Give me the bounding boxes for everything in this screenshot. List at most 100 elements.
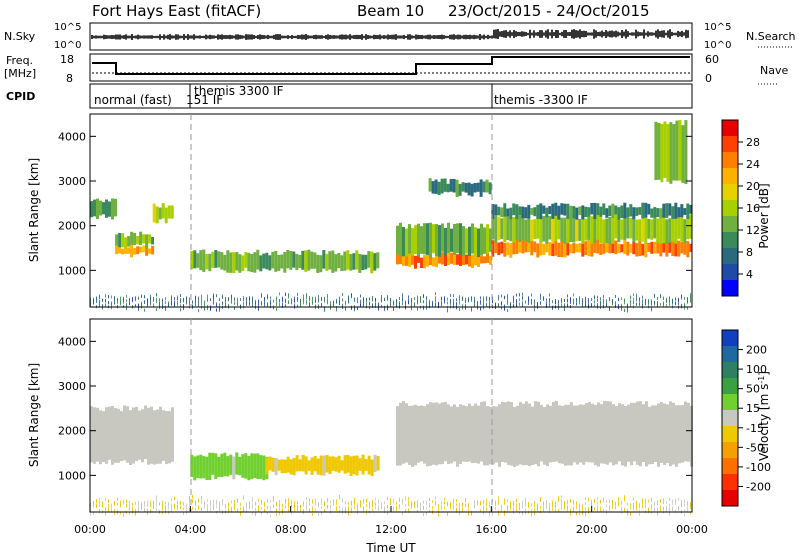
scatter-cell [99, 301, 100, 305]
scatter-cell [202, 249, 206, 272]
scatter-cell [387, 496, 388, 500]
scatter-cell [265, 457, 269, 475]
scatter-cell [144, 504, 145, 508]
scatter-cell [226, 250, 230, 273]
scatter-cell [557, 205, 561, 220]
scatter-cell [605, 218, 609, 243]
frequency-trace [92, 56, 690, 75]
scatter-cell [486, 498, 487, 502]
scatter-cell [378, 307, 379, 311]
scatter-cell [420, 299, 421, 303]
scatter-cell [435, 224, 438, 256]
scatter-cell [186, 506, 187, 510]
scatter-cell [249, 504, 250, 508]
scatter-cell [507, 506, 508, 510]
scatter-cell [376, 252, 380, 269]
scatter-cell [534, 401, 537, 465]
scatter-cell [630, 299, 631, 303]
scatter-cell [564, 303, 565, 307]
scatter-cell [237, 297, 238, 301]
scatter-cell [204, 307, 205, 311]
scatter-cell [549, 298, 550, 302]
scatter-cell [345, 506, 346, 510]
scatter-cell [346, 455, 350, 473]
scatter-cell [129, 410, 132, 465]
scatter-cell [515, 239, 519, 254]
scatter-cell [651, 301, 652, 305]
scatter-cell [537, 303, 538, 307]
scatter-cell [357, 297, 358, 301]
scatter-cell [198, 507, 199, 510]
scatter-cell [654, 405, 657, 462]
scatter-cell [681, 303, 682, 307]
scatter-cell [216, 302, 217, 306]
scatter-cell [621, 502, 622, 506]
scatter-cell [489, 513, 490, 517]
scatter-cell [288, 293, 289, 297]
scatter-cell [609, 401, 612, 463]
scatter-cell [423, 255, 426, 269]
colorbar-swatch [722, 120, 738, 137]
scatter-cell [252, 303, 253, 307]
scatter-cell [111, 198, 114, 220]
scatter-cell [360, 299, 361, 303]
scatter-cell [590, 216, 594, 244]
scatter-cell [636, 293, 637, 297]
scatter-cell [536, 217, 540, 239]
scatter-cell [504, 501, 505, 505]
scatter-cell [174, 506, 175, 510]
scatter-cell [609, 308, 610, 311]
scatter-cell [585, 507, 586, 511]
scatter-cell [252, 511, 253, 515]
scatter-cell [408, 496, 409, 500]
scatter-cell [258, 509, 259, 513]
scatter-cell [623, 238, 627, 255]
scatter-cell [498, 499, 499, 503]
scatter-cell [626, 216, 630, 239]
scatter-cell [396, 225, 399, 255]
scatter-cell [405, 302, 406, 306]
scatter-cell [339, 505, 340, 509]
scatter-cell [587, 238, 591, 257]
scatter-cell [453, 252, 456, 265]
scatter-cell [135, 298, 136, 302]
scatter-cell [192, 300, 193, 304]
scatter-cell [630, 506, 631, 510]
scatter-cell [602, 219, 606, 244]
beam-label: Beam 10 [357, 2, 424, 20]
scatter-cell [671, 240, 675, 256]
scatter-cell [129, 301, 130, 305]
scatter-cell [441, 303, 442, 307]
noise-right-tick-bottom: 10^0 [704, 40, 731, 51]
scatter-cell [201, 294, 202, 298]
scatter-cell [591, 403, 594, 463]
scatter-cell [519, 511, 520, 515]
scatter-cell [231, 298, 232, 302]
scatter-cell [477, 500, 478, 504]
noise-trace [91, 29, 689, 40]
scatter-cell [396, 501, 397, 505]
scatter-cell [444, 506, 445, 510]
scatter-cell [303, 294, 304, 298]
scatter-cell [497, 216, 501, 241]
scatter-cell [566, 203, 570, 219]
scatter-cell [446, 183, 450, 193]
scatter-cell [295, 253, 299, 271]
scatter-cell [459, 254, 462, 266]
scatter-cell [402, 293, 403, 297]
scatter-cell [201, 297, 202, 301]
scatter-cell [315, 296, 316, 300]
scatter-cell [597, 501, 598, 505]
scatter-cell [190, 250, 194, 270]
scatter-cell [524, 219, 528, 241]
scatter-cell [276, 513, 277, 517]
x-tick-label: 00:00 [74, 523, 106, 536]
scatter-cell [588, 303, 589, 307]
scatter-cell [561, 300, 562, 304]
scatter-cell [597, 303, 598, 306]
scatter-cell [515, 215, 519, 240]
scatter-cell [495, 406, 498, 463]
scatter-cell [522, 500, 523, 504]
scatter-cell [318, 299, 319, 303]
